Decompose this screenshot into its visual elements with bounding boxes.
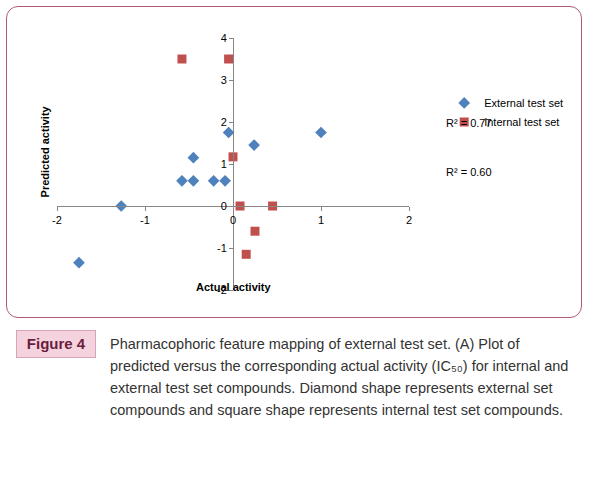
- html-text:Pharmacophoric feature mapping: Pharmacophoric feature mapping of extern…: [110, 336, 569, 418]
- svg-text:-1: -1: [217, 242, 227, 254]
- svg-text:4: 4: [221, 32, 227, 44]
- svg-text:1: 1: [221, 158, 227, 170]
- svg-text:R² = 0.77: R² = 0.77: [446, 117, 492, 129]
- svg-text:Predicted activity: Predicted activity: [39, 105, 51, 197]
- svg-text:3: 3: [221, 74, 227, 86]
- svg-text:1: 1: [318, 214, 324, 226]
- svg-text:-2: -2: [217, 284, 227, 296]
- svg-text:R² = 0.60: R² = 0.60: [446, 166, 492, 178]
- svg-text:Actual activity: Actual activity: [196, 281, 271, 293]
- svg-text:2: 2: [406, 214, 412, 226]
- html-text:Figure 4: Figure 4: [26, 335, 86, 352]
- svg-text:2: 2: [221, 116, 227, 128]
- svg-text:-2: -2: [52, 214, 62, 226]
- svg-text:External test set: External test set: [484, 97, 563, 109]
- svg-text:Internal test set: Internal test set: [484, 116, 559, 128]
- svg-text:-1: -1: [140, 214, 150, 226]
- svg-text:0: 0: [230, 214, 236, 226]
- svg-text:0: 0: [221, 200, 227, 212]
